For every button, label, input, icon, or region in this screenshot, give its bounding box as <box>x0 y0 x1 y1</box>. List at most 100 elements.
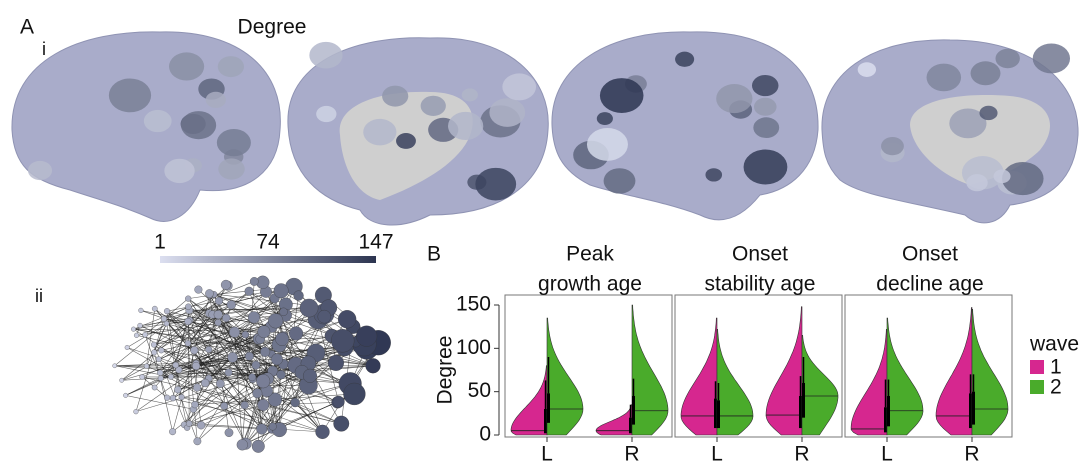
network-node <box>303 368 318 383</box>
network-edge <box>142 311 284 378</box>
network-node <box>224 368 233 377</box>
brain-patch <box>1002 161 1044 196</box>
network-edge <box>245 375 311 444</box>
network-node <box>190 346 199 355</box>
network-node <box>194 285 203 294</box>
network-node <box>290 397 300 408</box>
network-edge <box>187 343 198 442</box>
network-edge <box>133 281 255 330</box>
network-node <box>134 332 140 338</box>
network-node <box>143 363 150 369</box>
network-node <box>273 283 289 299</box>
network-node <box>276 370 286 380</box>
network-node <box>333 415 350 432</box>
network-node <box>131 326 136 332</box>
network-node <box>229 326 241 338</box>
brain-patch <box>586 128 628 161</box>
network-node <box>119 377 125 383</box>
violin-half <box>801 334 839 436</box>
sub-label: ii <box>35 286 43 306</box>
brain-patch <box>979 105 998 121</box>
facet-frame <box>844 294 1013 438</box>
network-edge <box>245 393 258 444</box>
network-node <box>331 329 355 353</box>
network-node <box>197 421 206 430</box>
network-node <box>244 286 254 296</box>
network-node <box>151 305 158 312</box>
sub-label: i <box>42 39 46 59</box>
facet-title: Peak <box>566 243 614 266</box>
network-edge <box>245 399 276 444</box>
brain-patch <box>309 41 343 69</box>
network-node <box>260 346 271 357</box>
violin-half <box>631 304 669 436</box>
violin-half <box>546 317 584 436</box>
facet-title: decline age <box>876 273 983 296</box>
y-axis-label: Degree <box>434 336 457 405</box>
brain-patch <box>926 63 962 92</box>
network-node <box>164 394 171 401</box>
brain-patch <box>316 105 337 123</box>
brain-patch <box>420 95 446 116</box>
brain-patch <box>603 168 636 194</box>
network-edge <box>146 308 156 367</box>
network-edge <box>225 317 253 380</box>
network-node <box>123 392 129 398</box>
network-edge <box>125 395 194 410</box>
colorbar <box>160 256 376 263</box>
network-edge <box>245 298 275 335</box>
box <box>632 396 635 425</box>
network-node <box>158 347 165 354</box>
network-node <box>214 319 222 327</box>
network-node <box>184 317 192 326</box>
colorbar-tick-label: 74 <box>256 231 280 254</box>
network-edge <box>172 295 211 432</box>
x-tick-label: L <box>541 443 553 466</box>
network-node <box>317 309 331 324</box>
network-node <box>112 363 117 369</box>
network-node <box>275 332 289 346</box>
network-edge <box>181 396 245 406</box>
network-node <box>256 374 271 389</box>
network-node <box>256 423 268 435</box>
x-tick-label: L <box>881 443 893 466</box>
network-edge <box>189 320 309 364</box>
network-node <box>226 300 236 310</box>
network-node <box>356 325 378 347</box>
facet-title: growth age <box>538 273 642 296</box>
legend-title: wave <box>1029 333 1079 356</box>
network-node <box>251 439 265 453</box>
box <box>629 417 632 434</box>
network-node <box>227 352 238 363</box>
network-edge <box>252 335 332 380</box>
network-node <box>185 303 192 311</box>
violin-half <box>935 307 973 436</box>
brain-patch <box>169 52 205 81</box>
panel-label: A <box>20 16 34 39</box>
network-node <box>138 307 144 313</box>
box <box>714 398 717 429</box>
network-node <box>214 296 223 305</box>
x-tick-label: R <box>964 443 979 466</box>
brain-patch <box>881 136 904 156</box>
network-node <box>257 325 271 339</box>
network-node <box>184 340 192 347</box>
network-edge <box>121 286 295 381</box>
network-node <box>124 345 130 350</box>
legend-swatch <box>1030 360 1044 374</box>
brain-patch <box>489 98 526 127</box>
brain-patch <box>857 62 877 77</box>
network-node <box>185 420 193 427</box>
network-edge <box>228 372 342 424</box>
network-node <box>160 315 168 322</box>
network <box>112 275 391 453</box>
network-edge <box>158 311 284 360</box>
network-node <box>191 400 199 409</box>
brain-patch <box>599 78 644 113</box>
network-edge <box>114 323 167 366</box>
network-node <box>252 388 263 399</box>
network-node <box>338 310 357 329</box>
network-edge <box>258 380 308 447</box>
brain-patch <box>675 51 695 67</box>
